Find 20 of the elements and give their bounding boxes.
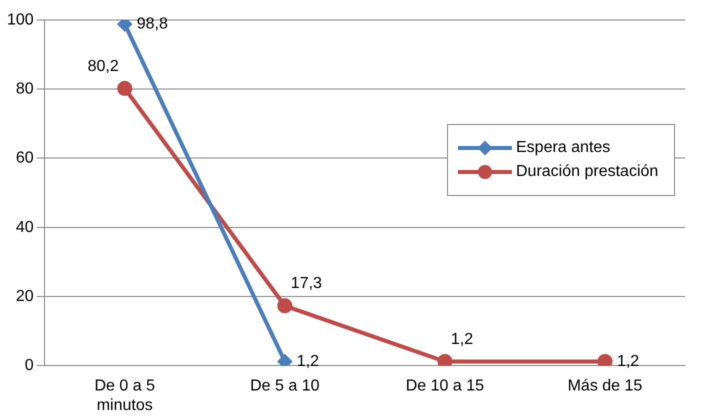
y-tick-label: 60: [16, 150, 34, 167]
y-tick-label: 20: [16, 288, 34, 305]
data-label: 80,2: [88, 58, 119, 75]
data-label: 1,2: [616, 352, 640, 370]
x-tick-label: De 10 a 15: [406, 378, 484, 395]
x-tick-label: Más de 15: [568, 378, 642, 395]
x-tick-label: De 0 a 5 minutos: [94, 378, 156, 414]
point: [117, 80, 132, 96]
y-tick-label: 100: [6, 11, 34, 28]
legend-label: Espera antes: [516, 138, 610, 157]
data-label: 1,2: [296, 352, 320, 370]
legend-label: Duración prestación: [516, 162, 658, 181]
y-tick-label: 80: [16, 80, 34, 98]
data-label: 1,2: [450, 330, 474, 348]
data-label: 17,3: [290, 275, 322, 292]
data-label: 98,8: [136, 16, 168, 33]
point: [277, 298, 292, 314]
x-tick-label: De 5 a 10: [250, 378, 320, 395]
y-tick-label: 0: [24, 357, 34, 374]
y-tick-label: 40: [16, 218, 34, 236]
